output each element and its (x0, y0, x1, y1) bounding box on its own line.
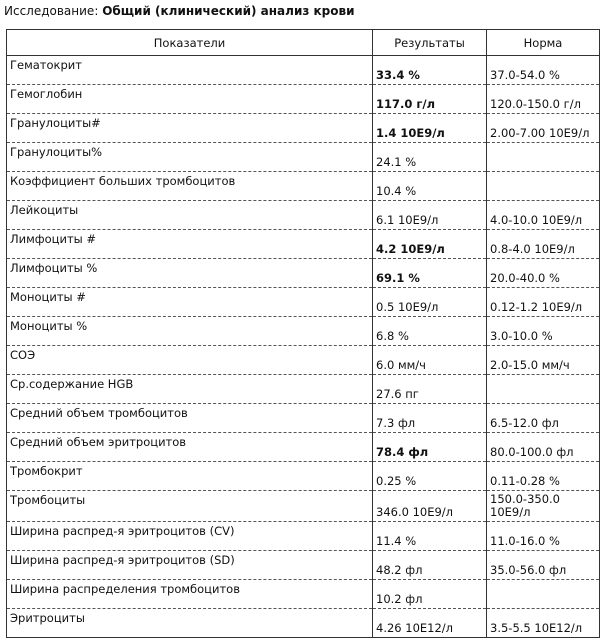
table-row: Моноциты % 6.8 % 3.0-10.0 % (6, 316, 600, 346)
table-row: Средний объем эритроцитов 78.4 фл 80.0-100… (6, 432, 600, 462)
indicator-name: Гематокрит (6, 55, 373, 85)
indicator-name: Ширина распред-я эритроцитов (SD) (6, 550, 373, 580)
indicator-name: СОЭ (6, 345, 373, 375)
result-value: 69.1 % (372, 258, 487, 288)
result-value: 6.8 % (372, 316, 487, 346)
indicator-name: Средний объем эритроцитов (6, 432, 373, 462)
table-row: Ср.содержание HGB 27.6 пг (6, 374, 600, 404)
indicator-name: Моноциты % (6, 316, 373, 346)
indicator-name: Гемоглобин (6, 84, 373, 114)
result-value: 346.0 10E9/л (372, 490, 487, 522)
table-row: Ширина распред-я эритроцитов (SD) 48.2 фл… (6, 550, 600, 580)
norm-range: 80.0-100.0 фл (486, 432, 600, 462)
table-row: Гематокрит 33.4 % 37.0-54.0 % (6, 55, 600, 85)
header-norm: Норма (486, 29, 600, 56)
table-row: Гемоглобин 117.0 г/л 120.0-150.0 г/л (6, 84, 600, 114)
indicator-name: Ср.содержание HGB (6, 374, 373, 404)
norm-range: 4.0-10.0 10E9/л (486, 200, 600, 230)
indicator-name: Гранулоциты# (6, 113, 373, 143)
table-row: Ширина распределения тромбоцитов 10.2 фл (6, 579, 600, 609)
result-value: 11.4 % (372, 521, 487, 551)
indicator-name: Тромбокрит (6, 461, 373, 491)
norm-range: 120.0-150.0 г/л (486, 84, 600, 114)
header-result: Результаты (372, 29, 487, 56)
norm-range: 20.0-40.0 % (486, 258, 600, 288)
table-row: Эритроциты 4.26 10E12/л 3.5-5.5 10E12/л (6, 608, 600, 638)
indicator-name: Тромбоциты (6, 490, 373, 522)
table-row: Тромбоциты 346.0 10E9/л 150.0-350.0 10E9/л (6, 490, 600, 522)
result-value: 0.25 % (372, 461, 487, 491)
result-value: 1.4 10E9/л (372, 113, 487, 143)
table-row: Моноциты #0.5 10E9/л 0.12-1.2 10E9/л (6, 287, 600, 317)
table-row: Средний объем тромбоцитов 7.3 фл 6.5-12.0 … (6, 403, 600, 433)
result-value: 6.0 мм/ч (372, 345, 487, 375)
result-value: 33.4 % (372, 55, 487, 85)
study-heading: Исследование: Общий (клинический) анализ… (4, 3, 354, 19)
table-row: Ширина распред-я эритроцитов (CV) 11.4 % 1… (6, 521, 600, 551)
table-row: Лейкоциты 6.1 10E9/л 4.0-10.0 10E9/л (6, 200, 600, 230)
result-value: 10.4 % (372, 171, 487, 201)
norm-range: 35.0-56.0 фл (486, 550, 600, 580)
table-row: Гранулоциты# 1.4 10E9/л 2.00-7.00 10E9/л (6, 113, 600, 143)
results-table: Показатели Результаты Норма Гематокрит 33… (6, 29, 600, 638)
norm-range: 2.0-15.0 мм/ч (486, 345, 600, 375)
norm-range: 2.00-7.00 10E9/л (486, 113, 600, 143)
header-indicator: Показатели (6, 29, 373, 56)
indicator-name: Коэффициент больших тромбоцитов (6, 171, 373, 201)
table-row: Гранулоциты% 24.1 % (6, 142, 600, 172)
study-label: Исследование: (4, 4, 99, 18)
table-row: Лимфоциты #4.2 10E9/л 0.8-4.0 10E9/л (6, 229, 600, 259)
indicator-name: Средний объем тромбоцитов (6, 403, 373, 433)
norm-range (486, 142, 600, 172)
study-title: Общий (клинический) анализ крови (102, 4, 355, 18)
norm-range (486, 374, 600, 404)
norm-range: 0.12-1.2 10E9/л (486, 287, 600, 317)
result-value: 6.1 10E9/л (372, 200, 487, 230)
norm-range: 3.5-5.5 10E12/л (486, 608, 600, 638)
norm-range (486, 579, 600, 609)
norm-range: 37.0-54.0 % (486, 55, 600, 85)
norm-range: 0.8-4.0 10E9/л (486, 229, 600, 259)
indicator-name: Лимфоциты # (6, 229, 373, 259)
indicator-name: Эритроциты (6, 608, 373, 638)
result-value: 4.2 10E9/л (372, 229, 487, 259)
indicator-name: Ширина распределения тромбоцитов (6, 579, 373, 609)
indicator-name: Лимфоциты % (6, 258, 373, 288)
result-value: 27.6 пг (372, 374, 487, 404)
table-row: Лимфоциты % 69.1 % 20.0-40.0 % (6, 258, 600, 288)
indicator-name: Гранулоциты% (6, 142, 373, 172)
table-row: Коэффициент больших тромбоцитов 10.4 % (6, 171, 600, 201)
indicator-name: Лейкоциты (6, 200, 373, 230)
table-row: СОЭ 6.0 мм/ч 2.0-15.0 мм/ч (6, 345, 600, 375)
result-value: 4.26 10E12/л (372, 608, 487, 638)
result-value: 0.5 10E9/л (372, 287, 487, 317)
indicator-name: Моноциты # (6, 287, 373, 317)
norm-range: 11.0-16.0 % (486, 521, 600, 551)
norm-range: 150.0-350.0 10E9/л (486, 490, 600, 522)
result-value: 78.4 фл (372, 432, 487, 462)
result-value: 117.0 г/л (372, 84, 487, 114)
table-header-row: Показатели Результаты Норма (6, 29, 600, 56)
norm-range: 0.11-0.28 % (486, 461, 600, 491)
result-value: 7.3 фл (372, 403, 487, 433)
norm-range: 3.0-10.0 % (486, 316, 600, 346)
result-value: 24.1 % (372, 142, 487, 172)
result-value: 10.2 фл (372, 579, 487, 609)
results-body: Гематокрит 33.4 % 37.0-54.0 % Гемоглобин 117… (6, 55, 600, 638)
norm-range (486, 171, 600, 201)
table-row: Тромбокрит 0.25 % 0.11-0.28 % (6, 461, 600, 491)
result-value: 48.2 фл (372, 550, 487, 580)
indicator-name: Ширина распред-я эритроцитов (CV) (6, 521, 373, 551)
norm-range: 6.5-12.0 фл (486, 403, 600, 433)
